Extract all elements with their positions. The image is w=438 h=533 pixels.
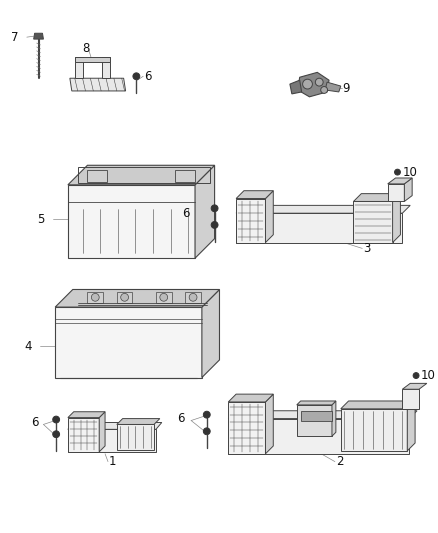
Polygon shape xyxy=(403,389,419,409)
Polygon shape xyxy=(353,193,400,201)
Polygon shape xyxy=(228,418,409,454)
Polygon shape xyxy=(341,409,407,451)
Polygon shape xyxy=(55,289,219,307)
Text: 4: 4 xyxy=(24,340,32,353)
Polygon shape xyxy=(388,178,412,184)
Polygon shape xyxy=(102,56,110,78)
Circle shape xyxy=(133,73,140,80)
Polygon shape xyxy=(403,383,427,389)
Polygon shape xyxy=(75,56,110,62)
Circle shape xyxy=(303,79,312,89)
Polygon shape xyxy=(68,430,156,452)
Polygon shape xyxy=(88,293,103,303)
Polygon shape xyxy=(68,185,195,258)
Text: 2: 2 xyxy=(336,455,343,468)
Polygon shape xyxy=(34,33,43,39)
Polygon shape xyxy=(290,80,302,94)
Polygon shape xyxy=(407,401,415,451)
Polygon shape xyxy=(68,423,162,430)
Circle shape xyxy=(53,431,60,438)
Text: 6: 6 xyxy=(177,412,185,425)
Circle shape xyxy=(395,169,400,175)
Text: 9: 9 xyxy=(343,82,350,94)
Text: 7: 7 xyxy=(11,31,19,44)
Polygon shape xyxy=(265,191,273,243)
Polygon shape xyxy=(297,401,336,405)
Circle shape xyxy=(92,293,99,301)
Polygon shape xyxy=(75,56,83,78)
Text: 1: 1 xyxy=(109,455,117,468)
Polygon shape xyxy=(297,405,332,436)
Polygon shape xyxy=(195,165,215,258)
Circle shape xyxy=(121,293,128,301)
Polygon shape xyxy=(236,191,273,198)
Polygon shape xyxy=(68,417,99,452)
Text: 6: 6 xyxy=(31,416,38,429)
Text: 6: 6 xyxy=(144,70,152,83)
Polygon shape xyxy=(353,201,392,243)
Polygon shape xyxy=(388,184,404,201)
Polygon shape xyxy=(236,213,403,243)
Polygon shape xyxy=(117,418,160,424)
Circle shape xyxy=(321,86,328,93)
Polygon shape xyxy=(117,293,132,303)
Polygon shape xyxy=(300,411,332,421)
Text: 3: 3 xyxy=(363,242,371,255)
Text: 8: 8 xyxy=(83,43,90,55)
Polygon shape xyxy=(68,165,215,185)
Polygon shape xyxy=(68,411,105,417)
Polygon shape xyxy=(236,198,265,243)
Polygon shape xyxy=(332,401,336,436)
Circle shape xyxy=(211,205,218,212)
Polygon shape xyxy=(185,293,201,303)
Polygon shape xyxy=(341,401,415,409)
Circle shape xyxy=(189,293,197,301)
Polygon shape xyxy=(392,193,400,243)
Text: 6: 6 xyxy=(182,207,190,220)
Polygon shape xyxy=(156,293,172,303)
Polygon shape xyxy=(325,82,341,92)
Text: 10: 10 xyxy=(421,369,436,382)
Polygon shape xyxy=(236,205,410,213)
Polygon shape xyxy=(228,411,417,418)
Text: 10: 10 xyxy=(403,166,417,179)
Circle shape xyxy=(413,373,419,378)
Polygon shape xyxy=(298,72,329,97)
Polygon shape xyxy=(176,170,195,182)
Polygon shape xyxy=(202,289,219,377)
Circle shape xyxy=(203,428,210,435)
Circle shape xyxy=(53,416,60,423)
Polygon shape xyxy=(88,170,107,182)
Circle shape xyxy=(160,293,168,301)
Polygon shape xyxy=(70,78,126,91)
Circle shape xyxy=(211,222,218,228)
Text: 5: 5 xyxy=(38,213,45,225)
Polygon shape xyxy=(99,411,105,452)
Polygon shape xyxy=(228,402,265,454)
Circle shape xyxy=(315,78,323,86)
Polygon shape xyxy=(265,394,273,454)
Polygon shape xyxy=(117,424,154,450)
Polygon shape xyxy=(404,178,412,201)
Polygon shape xyxy=(228,394,273,402)
Polygon shape xyxy=(55,307,202,377)
Circle shape xyxy=(203,411,210,418)
